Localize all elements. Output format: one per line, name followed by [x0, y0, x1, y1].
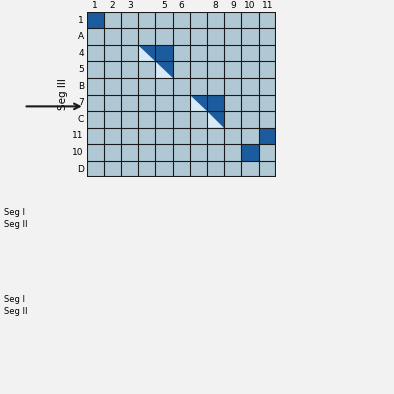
Bar [242, 144, 258, 161]
Polygon shape [190, 95, 207, 111]
Bar [207, 95, 224, 111]
Polygon shape [156, 61, 173, 78]
Polygon shape [207, 111, 224, 128]
Bar [258, 128, 276, 144]
Text: Seg II: Seg II [4, 307, 28, 316]
Text: Seg I: Seg I [4, 295, 25, 304]
Text: Seg I: Seg I [4, 208, 25, 217]
Bar [87, 12, 104, 28]
Polygon shape [156, 61, 173, 78]
Y-axis label: Seg III: Seg III [58, 79, 68, 110]
Polygon shape [207, 111, 224, 128]
Polygon shape [138, 45, 156, 61]
Bar [156, 45, 173, 61]
Polygon shape [138, 45, 156, 61]
Polygon shape [190, 95, 207, 111]
Text: Seg II: Seg II [4, 220, 28, 229]
